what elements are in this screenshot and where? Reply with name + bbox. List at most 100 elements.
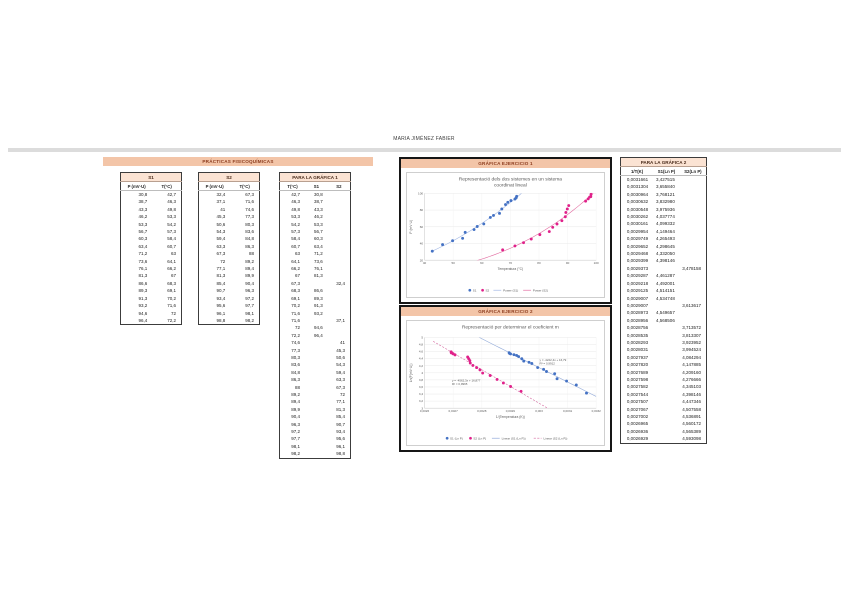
- table-cell[interactable]: 4,276666: [682, 376, 701, 382]
- table-cell[interactable]: 0,0029125: [626, 288, 649, 294]
- table-cell[interactable]: 89,9: [291, 406, 301, 412]
- table-cell[interactable]: 81,3: [138, 273, 148, 279]
- table-cell[interactable]: 68,3: [167, 280, 176, 286]
- table-cell[interactable]: 98,1: [291, 443, 301, 449]
- table-cell[interactable]: [680, 287, 707, 294]
- table-cell[interactable]: 89,2: [245, 258, 254, 264]
- table-cell[interactable]: 77,3: [245, 214, 254, 220]
- table-cell[interactable]: 90,4: [291, 414, 301, 420]
- table-cell[interactable]: 73,6: [138, 258, 148, 264]
- table-s1[interactable]: S1 P (mV·U) T(°C) 30,8 42,7 38,7 46,3 43,3 49,8 4…: [120, 172, 182, 326]
- table-cell[interactable]: 96,3: [245, 288, 254, 294]
- table-cell[interactable]: 0,0026965: [626, 421, 649, 427]
- table-cell[interactable]: 69,1: [167, 288, 176, 294]
- table-cell[interactable]: 89,2: [291, 391, 301, 397]
- table-cell[interactable]: 71,6: [291, 317, 301, 323]
- table-cell[interactable]: 64,1: [291, 258, 301, 264]
- table-cell[interactable]: 70,2: [291, 303, 301, 309]
- grafica-1-chart[interactable]: 40 50 60 70 80 90 10020406080100Representació …: [407, 173, 604, 297]
- table-cell[interactable]: 4,461287: [656, 273, 675, 279]
- table-cell[interactable]: [653, 383, 680, 390]
- table-cell[interactable]: 0,0030161: [626, 221, 649, 227]
- table-cell[interactable]: 98,8: [216, 317, 226, 323]
- table-cell[interactable]: 4,534748: [656, 295, 675, 301]
- table-cell[interactable]: [680, 309, 707, 316]
- table-cell[interactable]: 53,3: [291, 214, 301, 220]
- table-cell[interactable]: [328, 310, 351, 317]
- table-cell[interactable]: 74,6: [245, 206, 254, 212]
- table-cell[interactable]: [328, 258, 351, 265]
- table-cell[interactable]: [305, 428, 328, 435]
- table-cell[interactable]: 96,1: [216, 310, 226, 316]
- table-cell[interactable]: 46,2: [314, 214, 323, 220]
- table-cell[interactable]: 76,1: [314, 266, 323, 272]
- table-cell[interactable]: 4,084294: [682, 354, 701, 360]
- table-cell[interactable]: 85,4: [336, 414, 345, 420]
- table-cell[interactable]: 72: [339, 391, 345, 397]
- table-cell[interactable]: 96,4: [314, 332, 323, 338]
- table-cell[interactable]: 59,4: [336, 369, 345, 375]
- table-cell[interactable]: 58,4: [291, 236, 301, 242]
- table-cell[interactable]: 71,2: [314, 251, 323, 257]
- table-cell[interactable]: 59,4: [216, 236, 226, 242]
- table-cell[interactable]: 41: [220, 206, 226, 212]
- table-cell[interactable]: 89,3: [314, 295, 323, 301]
- table-cell[interactable]: 3,713572: [682, 325, 701, 331]
- table-cell[interactable]: 89,4: [245, 266, 254, 272]
- table-cell[interactable]: 0,0029218: [626, 280, 649, 286]
- table-cell[interactable]: 63,3: [216, 243, 226, 249]
- table-cell[interactable]: 0,0027507: [626, 399, 649, 405]
- table-cell[interactable]: 67,3: [291, 280, 301, 286]
- table-cell[interactable]: 81,3: [216, 273, 226, 279]
- table-cell[interactable]: [680, 206, 707, 213]
- table-cell[interactable]: 97,7: [245, 303, 254, 309]
- table-cell[interactable]: 0,0026936: [626, 428, 649, 434]
- table-cell[interactable]: [653, 420, 680, 427]
- table-cell[interactable]: [653, 428, 680, 435]
- table-cell[interactable]: [328, 250, 351, 257]
- table-cell[interactable]: 77,1: [336, 399, 345, 405]
- table-cell[interactable]: 0,0029287: [626, 273, 649, 279]
- table-cell[interactable]: [305, 339, 328, 346]
- table-cell[interactable]: 42,7: [167, 192, 176, 197]
- table-cell[interactable]: 49,8: [167, 206, 176, 212]
- table-cell[interactable]: [328, 272, 351, 279]
- table-cell[interactable]: 0,0029007: [626, 302, 649, 308]
- table-cell[interactable]: 74,6: [291, 340, 301, 346]
- table-cell[interactable]: 4,099332: [656, 221, 675, 227]
- table-cell[interactable]: 88: [248, 251, 254, 257]
- table-cell[interactable]: 0,0029373: [626, 265, 649, 271]
- table-cell[interactable]: [680, 183, 707, 190]
- table-cell[interactable]: 89,4: [291, 399, 301, 405]
- table-cell[interactable]: [305, 450, 328, 458]
- table-cell[interactable]: 85,4: [216, 280, 226, 286]
- table-cell[interactable]: 57,3: [167, 229, 176, 235]
- table-cell[interactable]: [653, 302, 680, 309]
- table-cell[interactable]: [680, 220, 707, 227]
- table-cell[interactable]: [305, 280, 328, 287]
- table-cell[interactable]: [653, 346, 680, 353]
- table-cell[interactable]: 4,332050: [656, 251, 675, 257]
- table-cell[interactable]: 3,975936: [656, 206, 675, 212]
- table-cell[interactable]: [680, 191, 707, 198]
- table-cell[interactable]: [653, 265, 680, 272]
- table-cell[interactable]: 98,8: [336, 451, 345, 457]
- table-cell[interactable]: [680, 243, 707, 250]
- table-cell[interactable]: 0,0027544: [626, 391, 649, 397]
- table-cell[interactable]: [680, 176, 707, 184]
- table-cell[interactable]: 90,7: [216, 288, 226, 294]
- table-cell[interactable]: 71,6: [167, 303, 176, 309]
- table-cell[interactable]: [328, 324, 351, 331]
- table-cell[interactable]: 43,3: [314, 206, 323, 212]
- table-cell[interactable]: 42,7: [291, 192, 301, 197]
- table-cell[interactable]: 88: [295, 384, 301, 390]
- table-cell[interactable]: 60,3: [138, 236, 148, 242]
- table-cell[interactable]: [653, 324, 680, 331]
- table-cell[interactable]: [680, 280, 707, 287]
- table-cell[interactable]: 67: [295, 273, 301, 279]
- table-cell[interactable]: 97,2: [291, 429, 301, 434]
- table-cell[interactable]: 57,3: [291, 229, 301, 235]
- table-cell[interactable]: 46,3: [291, 199, 301, 205]
- table-cell[interactable]: 91,3: [138, 295, 148, 301]
- table-s2[interactable]: S2 P (mV·U) T(°C) 32,4 67,3 37,1 71,6 41 74,6 45,…: [198, 172, 260, 326]
